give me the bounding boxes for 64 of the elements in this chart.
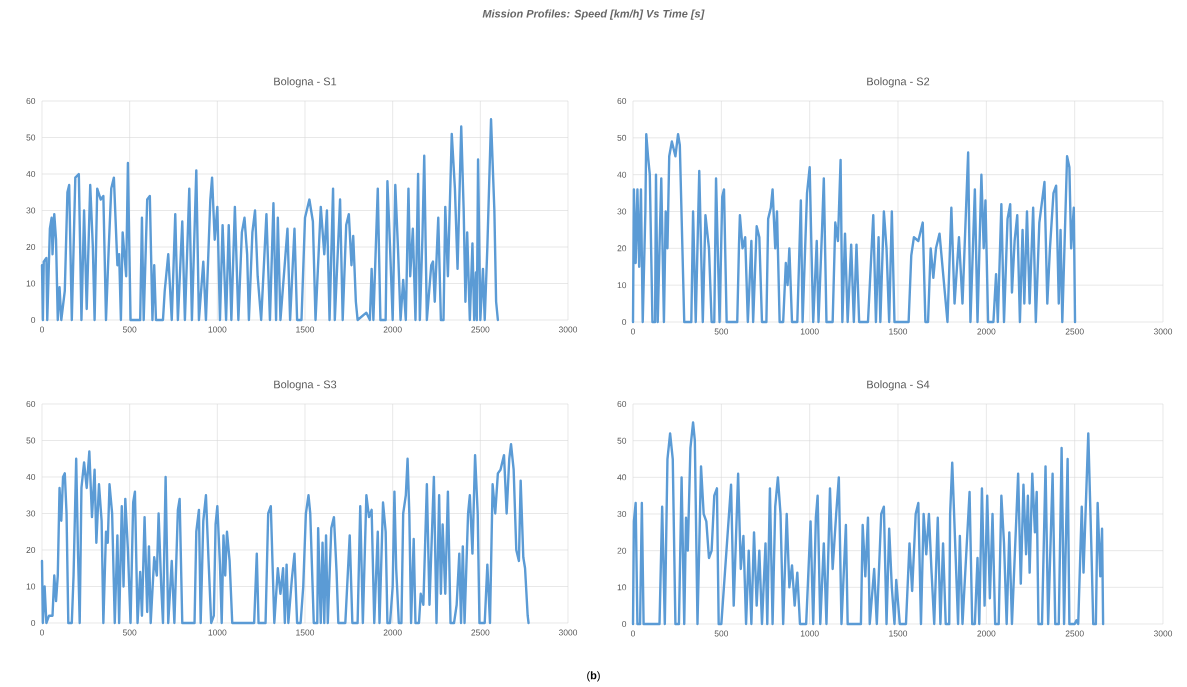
y-tick-label: 0 [622, 319, 627, 325]
chart-title: Bologna - S1 [274, 77, 337, 88]
y-tick-label: 30 [617, 208, 627, 215]
chart-title: Bologna - S4 [867, 380, 930, 391]
y-tick-label: 20 [26, 244, 36, 250]
y-tick-label: 0 [622, 621, 627, 627]
x-tick-label: 2500 [471, 326, 490, 333]
x-tick-label: 1500 [889, 328, 908, 335]
x-tick-label: 0 [39, 629, 45, 636]
x-tick-label: 2500 [1065, 630, 1084, 637]
chart-title: Bologna - S3 [274, 380, 337, 391]
x-tick-label: 0 [630, 328, 636, 335]
x-tick-label: 3000 [1153, 630, 1173, 637]
y-tick-label: 10 [26, 280, 36, 287]
x-tick-label: 0 [39, 326, 45, 333]
y-tick-label: 60 [617, 401, 627, 407]
x-tick-label: 1000 [208, 629, 227, 636]
x-tick-label: 3000 [558, 326, 578, 333]
x-tick-label: 1500 [296, 326, 315, 333]
y-tick-label: 20 [617, 547, 627, 554]
y-tick-label: 10 [617, 584, 627, 591]
y-tick-label: 20 [26, 547, 36, 553]
y-tick-label: 50 [617, 134, 627, 141]
x-tick-label: 500 [122, 326, 137, 333]
y-tick-label: 10 [617, 282, 627, 289]
x-tick-label: 3000 [558, 629, 578, 636]
x-tick-label: 2000 [383, 629, 402, 636]
text: Mission Profiles: Speed [km/h] Vs Time [s] [482, 9, 705, 20]
x-tick-label: 500 [714, 630, 729, 637]
x-tick-label: 500 [714, 328, 729, 335]
y-tick-label: 50 [26, 134, 36, 141]
x-tick-label: 2000 [383, 326, 402, 333]
y-tick-label: 30 [26, 207, 36, 214]
y-tick-label: 40 [617, 171, 627, 178]
y-tick-label: 60 [26, 98, 36, 104]
y-tick-label: 30 [617, 511, 627, 517]
y-tick-label: 40 [617, 474, 627, 481]
chart-title: Bologna - S2 [867, 77, 930, 88]
y-tick-label: 40 [26, 171, 36, 177]
x-tick-label: 1000 [208, 326, 227, 333]
x-tick-label: 1500 [889, 630, 908, 637]
x-tick-label: 0 [630, 630, 636, 637]
line-series [40, 118, 500, 322]
x-tick-label: 500 [122, 629, 137, 636]
text: (b) [587, 671, 600, 682]
x-tick-label: 1000 [800, 328, 819, 335]
y-tick-label: 30 [26, 510, 36, 517]
x-tick-label: 3000 [1153, 328, 1173, 335]
y-tick-label: 60 [617, 98, 627, 104]
x-tick-label: 1500 [296, 629, 315, 636]
x-tick-label: 2000 [977, 630, 996, 637]
x-tick-label: 2000 [977, 328, 996, 335]
y-tick-label: 60 [26, 401, 36, 407]
x-tick-label: 2500 [1065, 328, 1084, 335]
x-tick-label: 1000 [800, 630, 819, 637]
x-tick-label: 2500 [471, 629, 490, 636]
y-tick-label: 40 [26, 474, 36, 480]
y-tick-label: 0 [31, 620, 36, 626]
y-tick-label: 50 [26, 437, 36, 444]
y-tick-label: 10 [26, 583, 36, 590]
y-tick-label: 0 [31, 317, 36, 323]
y-tick-label: 20 [617, 245, 627, 252]
y-tick-label: 50 [617, 437, 627, 444]
line-series [40, 442, 530, 625]
